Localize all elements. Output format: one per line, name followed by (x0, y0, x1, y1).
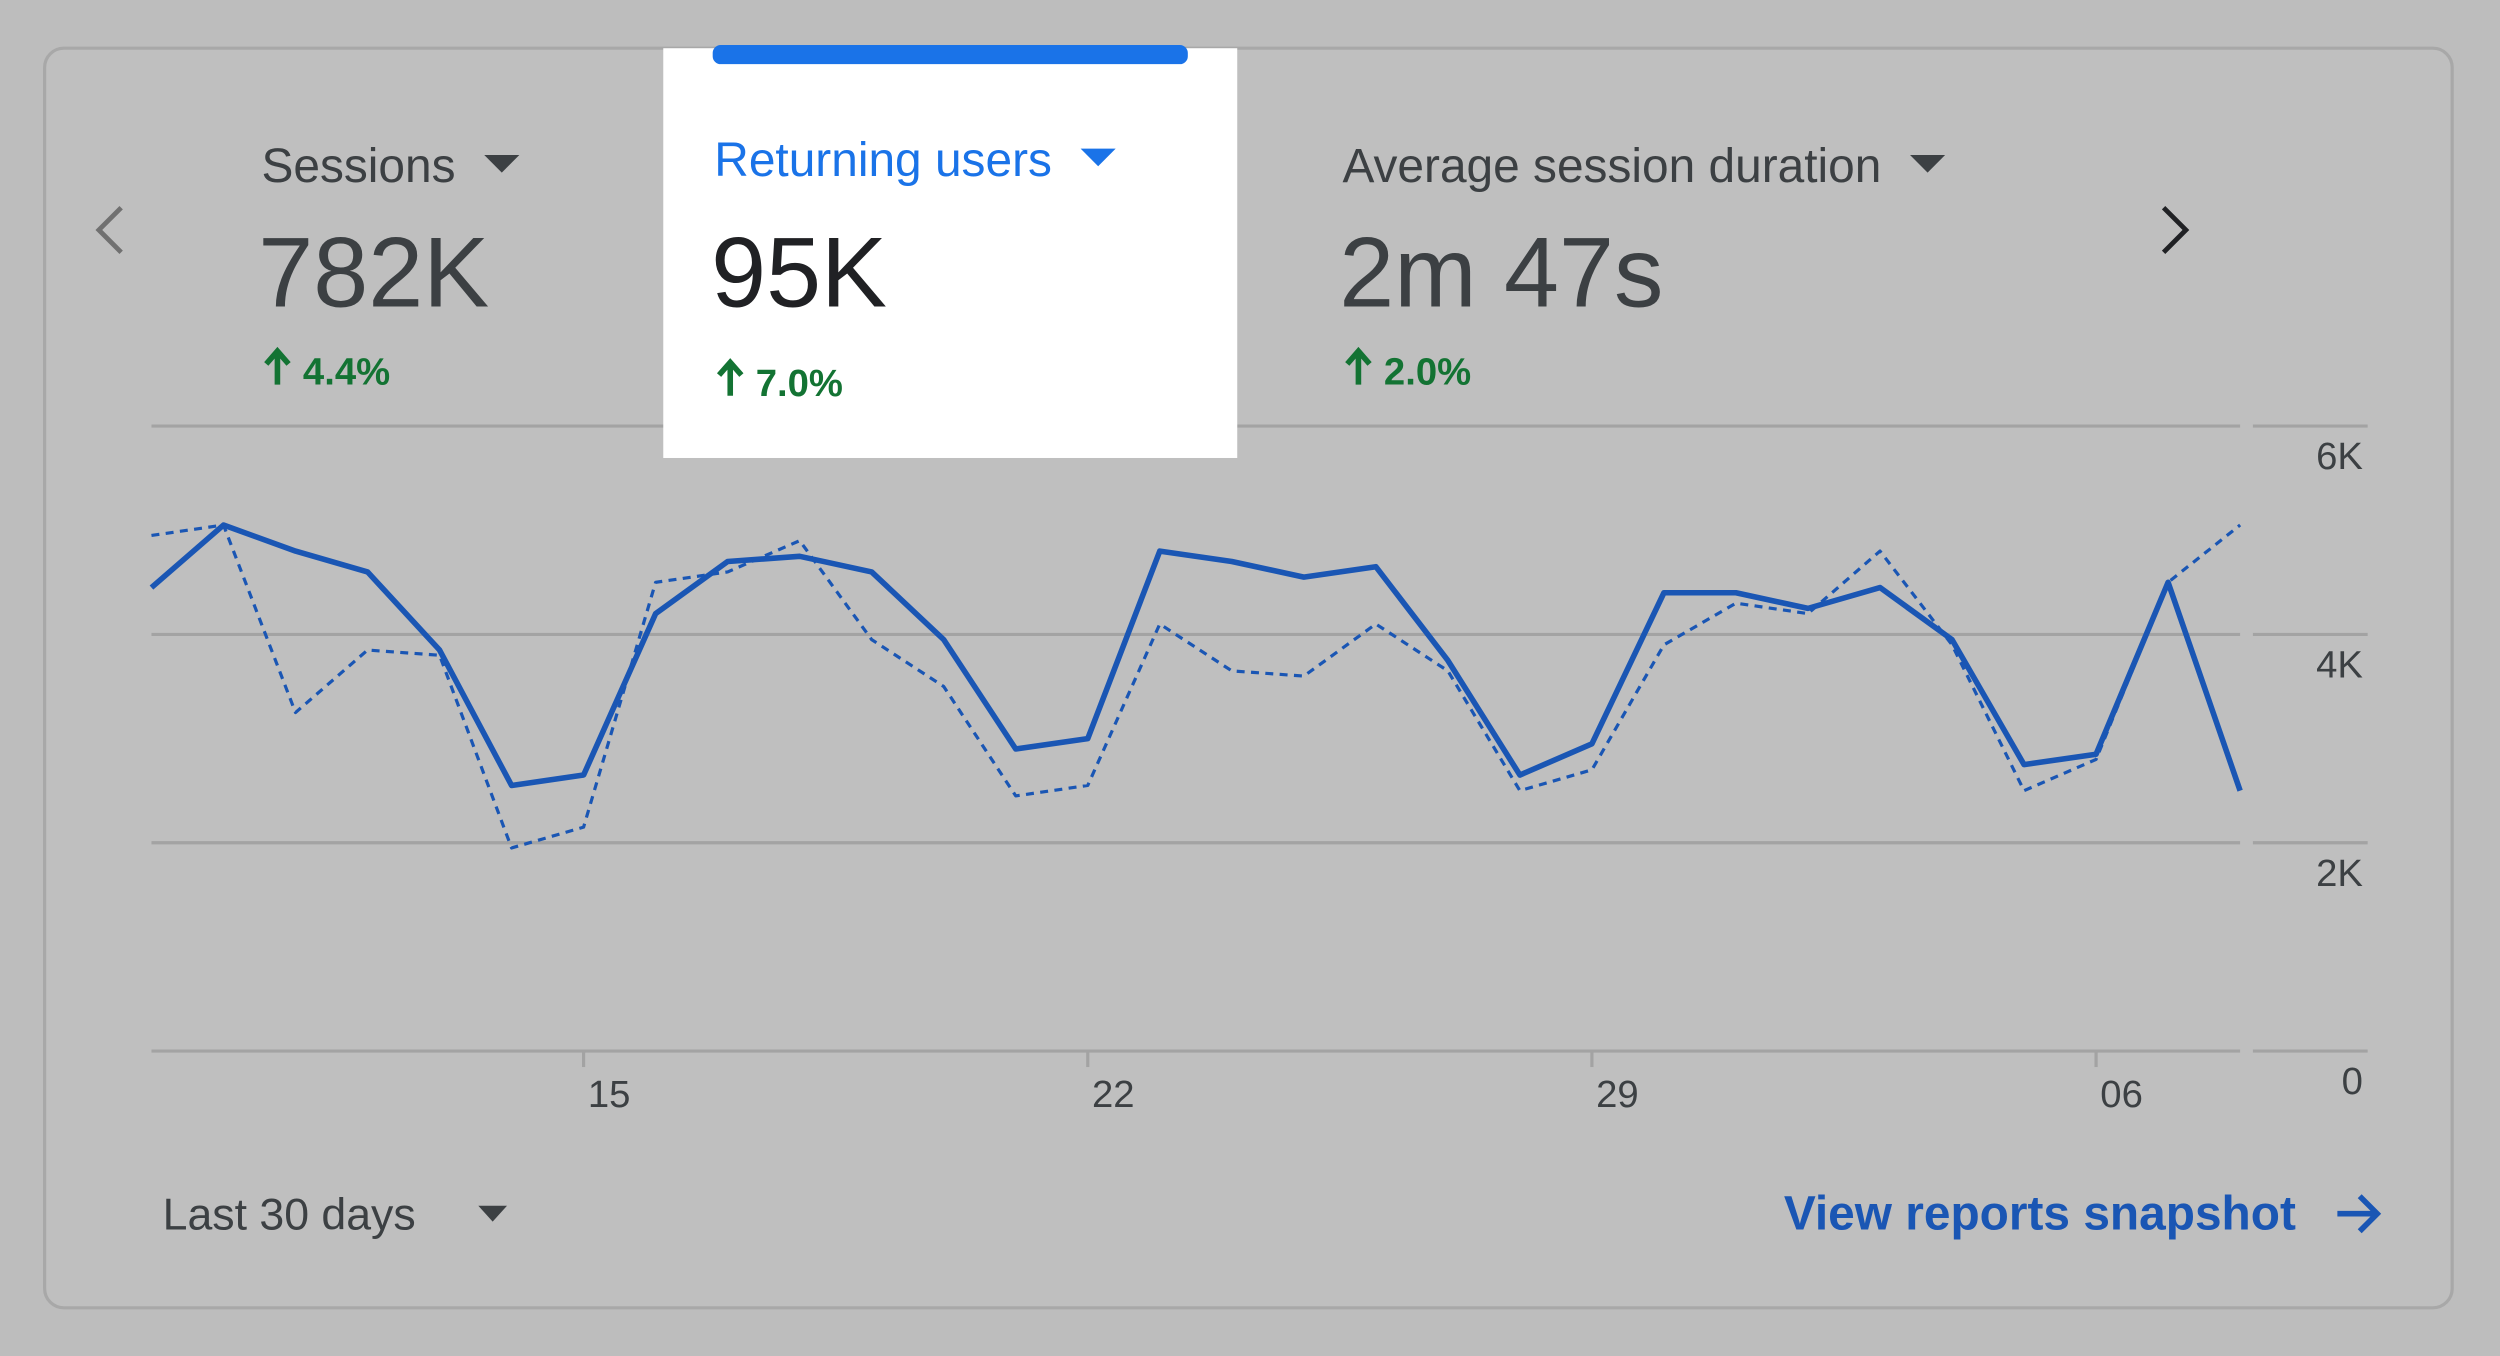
y-tick-label: 2K (2316, 852, 2363, 895)
trend-up-icon (1345, 346, 1372, 385)
trend-up-icon (716, 358, 744, 396)
series-line (149, 522, 2243, 792)
metric-dropdown[interactable] (1910, 155, 1946, 173)
metric-dropdown[interactable] (484, 155, 520, 173)
x-tick-label: 29 (1596, 1073, 1639, 1116)
metric-change: 2.0% (1384, 351, 1471, 394)
metric-change: 7.0% (756, 362, 843, 405)
prev-button[interactable] (95, 205, 123, 254)
chart: 0 2K 4K 6K 15 22 29 06 (149, 424, 2368, 1116)
metric-value: 782K (258, 218, 489, 328)
y-tick-label: 0 (2342, 1060, 2363, 1103)
y-tick-label: 6K (2316, 435, 2363, 478)
metric-label[interactable]: Returning users (714, 134, 1052, 187)
x-tick-label: 15 (588, 1073, 631, 1116)
metric-dropdown[interactable] (1080, 148, 1116, 167)
card (43, 46, 2454, 1310)
view-reports-link[interactable]: View reports snapshot (1784, 1188, 2296, 1241)
y-tick-label: 4K (2316, 643, 2363, 686)
metric-value: 95K (711, 218, 887, 328)
metric-value: 2m 47s (1339, 218, 1663, 328)
metric-tabs: Sessions 782K 4.4% Returning users 95K 7.0% Av… (258, 134, 1946, 405)
trend-up-icon (264, 346, 291, 385)
x-tick-label: 22 (1092, 1073, 1135, 1116)
selected-tab[interactable] (663, 48, 1238, 458)
link-arrow[interactable] (2337, 1194, 2382, 1234)
selected-indicator (712, 45, 1188, 65)
date-range[interactable]: Last 30 days (163, 1191, 416, 1240)
metric-change: 4.4% (303, 351, 390, 394)
x-tick-label: 06 (2100, 1073, 2143, 1116)
date-range-dropdown[interactable] (478, 1205, 508, 1222)
next-button[interactable] (2161, 205, 2190, 254)
metric-label[interactable]: Sessions (261, 140, 455, 193)
metric-label[interactable]: Average session duration (1342, 140, 1881, 193)
